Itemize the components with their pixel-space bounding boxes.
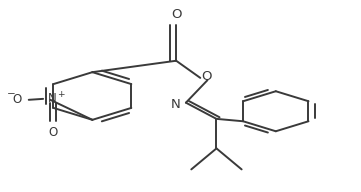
Text: N: N (48, 92, 56, 105)
Text: O: O (171, 8, 182, 21)
Text: +: + (57, 90, 64, 99)
Text: −: − (6, 89, 15, 99)
Text: O: O (49, 127, 58, 140)
Text: O: O (12, 93, 22, 106)
Text: N: N (171, 98, 181, 111)
Text: O: O (201, 70, 212, 84)
